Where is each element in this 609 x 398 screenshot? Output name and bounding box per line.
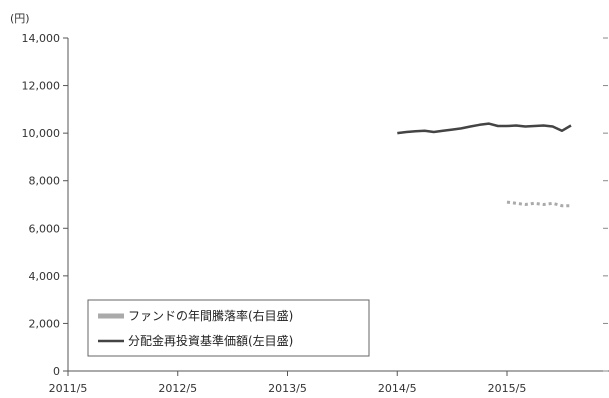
x-tick-label: 2011/5 — [49, 382, 88, 395]
x-axis-ticks: 2011/5 2012/5 2013/5 2014/5 2015/5 — [49, 371, 527, 395]
x-tick-label: 2014/5 — [378, 382, 417, 395]
x-tick-label: 2012/5 — [158, 382, 197, 395]
y-tick-label: 14,000 — [22, 32, 61, 45]
y-axis-ticks: 14,000 12,000 10,000 8,000 6,000 4,000 2,000 0 — [22, 32, 68, 378]
y-tick-label: 10,000 — [22, 127, 61, 140]
y-tick-label: 0 — [53, 365, 60, 378]
right-axis-ticks — [603, 37, 608, 372]
legend-label-fund-annual-change: ファンドの年間騰落率(右目盛) — [128, 308, 293, 323]
y-axis-unit: (円) — [10, 12, 30, 25]
legend-label-nav-reinvested: 分配金再投資基準価額(左目盛) — [128, 333, 293, 348]
series-line-nav-reinvested — [397, 122, 572, 135]
y-tick-label: 6,000 — [29, 222, 61, 235]
legend: ファンドの年間騰落率(右目盛) 分配金再投資基準価額(左目盛) — [87, 299, 370, 357]
series-layer — [397, 122, 572, 208]
y-tick-label: 12,000 — [22, 80, 61, 93]
x-tick-label: 2013/5 — [268, 382, 307, 395]
y-tick-label: 2,000 — [29, 317, 61, 330]
y-tick-label: 8,000 — [29, 175, 61, 188]
x-tick-label: 2015/5 — [488, 382, 527, 395]
legend-box — [87, 299, 370, 357]
series-line-fund-annual-change — [506, 200, 571, 208]
y-tick-label: 4,000 — [29, 270, 61, 283]
